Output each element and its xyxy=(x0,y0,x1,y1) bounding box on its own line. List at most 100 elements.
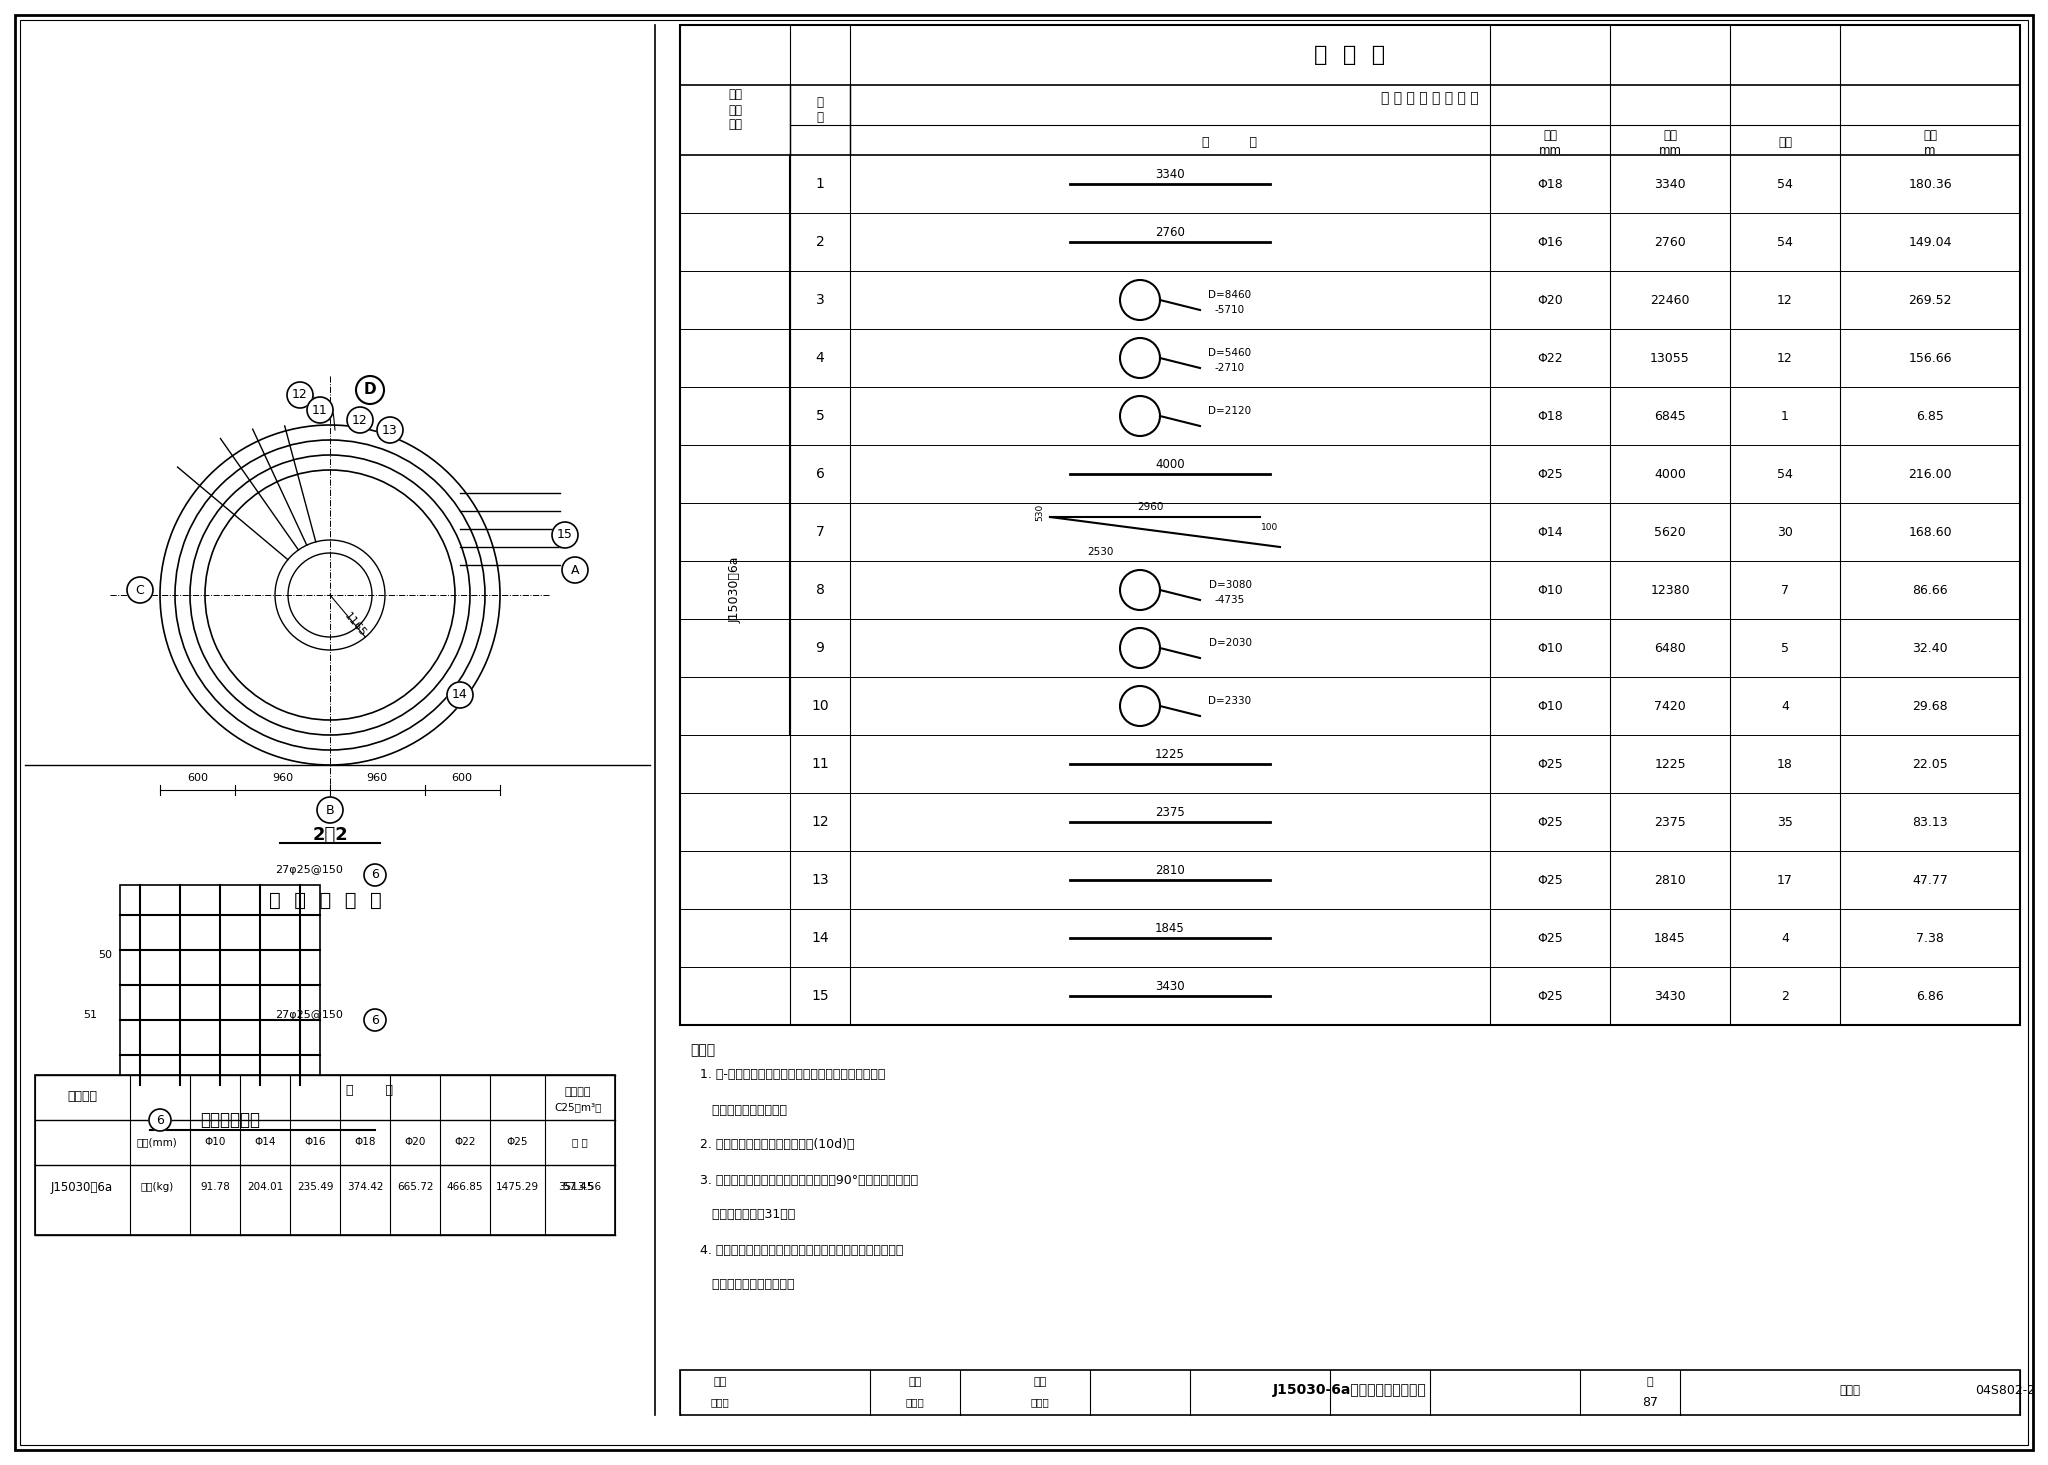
Text: 6: 6 xyxy=(156,1113,164,1127)
Text: 留洞的加固筋见31页。: 留洞的加固筋见31页。 xyxy=(700,1209,795,1222)
Text: 960: 960 xyxy=(272,774,293,782)
Circle shape xyxy=(356,377,385,404)
Text: D=8460: D=8460 xyxy=(1208,290,1251,300)
Text: 式          样: 式 样 xyxy=(1202,136,1257,149)
Text: 83.13: 83.13 xyxy=(1913,816,1948,829)
Text: Φ10: Φ10 xyxy=(1538,699,1563,712)
Circle shape xyxy=(365,1009,385,1031)
Text: Φ20: Φ20 xyxy=(403,1137,426,1147)
Text: 材  料  用  量  表: 材 料 用 量 表 xyxy=(268,891,381,910)
Text: C25（m³）: C25（m³） xyxy=(555,1102,602,1112)
Text: 7: 7 xyxy=(815,524,825,539)
Text: 8: 8 xyxy=(815,583,825,598)
Text: 665.72: 665.72 xyxy=(397,1182,434,1193)
Text: 180.36: 180.36 xyxy=(1909,177,1952,190)
Text: 5: 5 xyxy=(1782,642,1790,655)
Text: 4000: 4000 xyxy=(1155,457,1186,470)
Text: 构件
名称
个数: 构件 名称 个数 xyxy=(727,88,741,132)
Text: -2710: -2710 xyxy=(1214,363,1245,374)
Text: Φ25: Φ25 xyxy=(1538,467,1563,481)
Text: 一 个 构 件 的 钢 筋 表: 一 个 构 件 的 钢 筋 表 xyxy=(1380,91,1479,105)
Text: 根数: 根数 xyxy=(1778,136,1792,149)
Text: 2760: 2760 xyxy=(1155,226,1186,239)
Text: 54: 54 xyxy=(1778,177,1792,190)
Text: Φ25: Φ25 xyxy=(1538,873,1563,886)
Text: 168.60: 168.60 xyxy=(1909,526,1952,539)
Text: 100: 100 xyxy=(1262,523,1278,532)
Text: 3430: 3430 xyxy=(1155,980,1186,992)
Circle shape xyxy=(553,522,578,548)
Text: Φ18: Φ18 xyxy=(1538,410,1563,422)
Bar xyxy=(35,1075,614,1235)
Text: 17: 17 xyxy=(1778,873,1792,886)
Text: 直径(mm): 直径(mm) xyxy=(137,1137,178,1147)
Text: 7420: 7420 xyxy=(1655,699,1686,712)
Text: 57.45: 57.45 xyxy=(561,1182,594,1193)
Text: 3: 3 xyxy=(815,293,825,308)
Text: 6845: 6845 xyxy=(1655,410,1686,422)
Text: 04S802-2: 04S802-2 xyxy=(1974,1383,2036,1396)
Text: 2－2: 2－2 xyxy=(311,826,348,844)
Text: 12: 12 xyxy=(811,815,829,829)
Text: D=5460: D=5460 xyxy=(1208,349,1251,357)
Text: 2: 2 xyxy=(1782,989,1790,1002)
Text: 1: 1 xyxy=(1782,410,1790,422)
Text: 3513.56: 3513.56 xyxy=(559,1182,602,1193)
Text: J15030-6a模板、配筋图（二）: J15030-6a模板、配筋图（二） xyxy=(1274,1383,1427,1398)
Text: C: C xyxy=(135,583,143,596)
Text: 陈显声: 陈显声 xyxy=(905,1398,924,1406)
Text: 6.85: 6.85 xyxy=(1917,410,1944,422)
Text: 7.38: 7.38 xyxy=(1917,932,1944,945)
Text: 374.42: 374.42 xyxy=(346,1182,383,1193)
Text: 钢  筋  表: 钢 筋 表 xyxy=(1315,45,1386,64)
Text: 直径
mm: 直径 mm xyxy=(1538,129,1561,157)
Text: 1. ⑪-⑬，⑭与⑮号钢筋交错排列，其埋入及伸出基础: 1. ⑪-⑬，⑭与⑮号钢筋交错排列，其埋入及伸出基础 xyxy=(700,1068,885,1081)
Circle shape xyxy=(287,382,313,407)
Text: 1845: 1845 xyxy=(1155,921,1186,935)
Bar xyxy=(680,1370,2019,1415)
Text: 6: 6 xyxy=(371,869,379,882)
Text: D=3080: D=3080 xyxy=(1208,580,1251,590)
Text: 12380: 12380 xyxy=(1651,583,1690,596)
Text: 13: 13 xyxy=(811,873,829,886)
Text: Φ18: Φ18 xyxy=(354,1137,375,1147)
Text: 12: 12 xyxy=(293,388,307,401)
Text: 1225: 1225 xyxy=(1155,747,1186,760)
Text: 10: 10 xyxy=(811,699,829,713)
Text: 2530: 2530 xyxy=(1087,546,1114,557)
Text: 2960: 2960 xyxy=(1137,502,1163,511)
Text: Φ16: Φ16 xyxy=(1538,236,1563,249)
Text: 4. 基坑开挖后，应请察勘单位进行验槽，确认符合设计要求: 4. 基坑开挖后，应请察勘单位进行验槽，确认符合设计要求 xyxy=(700,1244,903,1257)
Text: Φ22: Φ22 xyxy=(1538,352,1563,365)
Text: 混凝土量: 混凝土量 xyxy=(565,1087,592,1097)
Text: 35: 35 xyxy=(1778,816,1792,829)
Text: 校对: 校对 xyxy=(909,1377,922,1387)
Text: 重量(kg): 重量(kg) xyxy=(141,1182,174,1193)
Text: 530: 530 xyxy=(1036,504,1044,520)
Text: 2375: 2375 xyxy=(1655,816,1686,829)
Text: 1: 1 xyxy=(815,177,825,190)
Text: 11: 11 xyxy=(311,403,328,416)
Circle shape xyxy=(446,683,473,708)
Text: 216.00: 216.00 xyxy=(1909,467,1952,481)
Text: A: A xyxy=(571,564,580,577)
Text: 22.05: 22.05 xyxy=(1913,757,1948,771)
Text: 22460: 22460 xyxy=(1651,293,1690,306)
Text: 页: 页 xyxy=(1647,1377,1653,1387)
Circle shape xyxy=(365,864,385,886)
Text: 4: 4 xyxy=(1782,699,1790,712)
Text: Φ10: Φ10 xyxy=(1538,642,1563,655)
Text: 54: 54 xyxy=(1778,467,1792,481)
Text: -4735: -4735 xyxy=(1214,595,1245,605)
Text: -5710: -5710 xyxy=(1214,305,1245,315)
Text: 归审石: 归审石 xyxy=(711,1398,729,1406)
Text: 29.68: 29.68 xyxy=(1913,699,1948,712)
Text: D=2120: D=2120 xyxy=(1208,406,1251,416)
Text: Φ25: Φ25 xyxy=(1538,932,1563,945)
Text: 18: 18 xyxy=(1778,757,1792,771)
Text: J15030－6a: J15030－6a xyxy=(729,557,741,623)
Text: 50: 50 xyxy=(98,949,113,960)
Text: 600: 600 xyxy=(451,774,473,782)
Text: 2810: 2810 xyxy=(1655,873,1686,886)
Text: 长度
mm: 长度 mm xyxy=(1659,129,1681,157)
